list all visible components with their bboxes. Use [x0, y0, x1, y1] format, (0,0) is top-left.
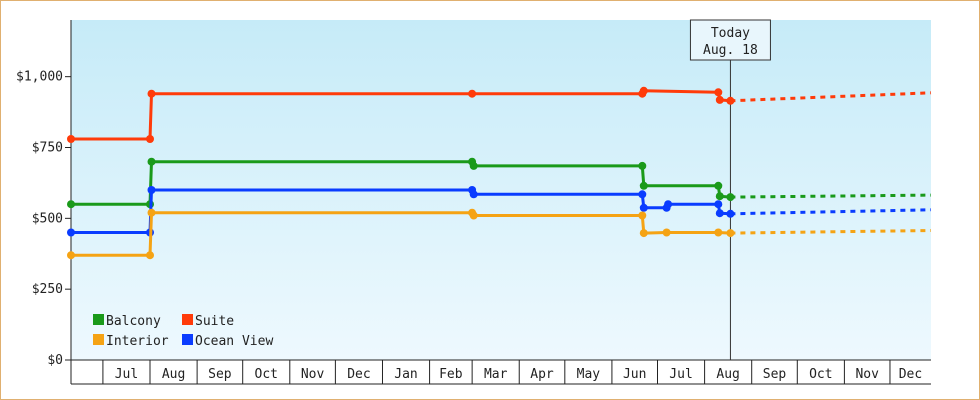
- x-tick-label: Mar: [484, 367, 508, 382]
- data-point-suite: [468, 89, 477, 98]
- x-tick-label: Oct: [809, 367, 832, 382]
- data-point-interior: [67, 251, 75, 260]
- legend-label-ocean-view: Ocean View: [195, 334, 273, 349]
- data-point-suite: [715, 95, 724, 104]
- data-point-interior: [638, 211, 647, 220]
- series-line-balcony: [71, 160, 731, 206]
- data-point-suite: [639, 86, 648, 95]
- legend-label-suite: Suite: [195, 314, 234, 329]
- series-group: [67, 86, 932, 260]
- data-point-interior: [146, 251, 154, 260]
- x-tick-label: Feb: [439, 367, 463, 382]
- axes-group: $0 $250 $500 $750 $1,000 Jul Aug Sep Oct Nov Dec Ja…: [16, 20, 931, 385]
- data-point-ocean-view: [715, 209, 724, 218]
- data-point-suite: [67, 135, 75, 143]
- y-tick-label: $500: [32, 211, 63, 226]
- x-tick-label: Dec: [899, 367, 922, 382]
- x-tick-label: Jan: [394, 367, 417, 382]
- data-point-balcony: [715, 192, 724, 201]
- data-point-interior: [147, 208, 156, 217]
- legend-label-interior: Interior: [106, 334, 169, 349]
- x-tick-label: Jul: [115, 367, 138, 382]
- legend: Balcony Suite Interior Ocean View: [93, 314, 273, 349]
- data-point-interior: [714, 228, 723, 237]
- data-point-balcony: [639, 181, 648, 190]
- x-tick-label: Jun: [623, 367, 646, 382]
- data-point-balcony: [714, 181, 723, 190]
- x-tick-label: Nov: [855, 367, 879, 382]
- x-tick-label: Aug: [716, 367, 739, 382]
- series-projection-ocean-view: [730, 208, 932, 216]
- today-date-label: Aug. 18: [703, 43, 758, 58]
- series-line-interior: [71, 211, 731, 257]
- data-point-ocean-view: [639, 203, 648, 212]
- y-tick-label: $250: [32, 282, 63, 297]
- x-tick-label: Oct: [255, 367, 278, 382]
- data-point-interior: [662, 228, 671, 237]
- data-point-interior: [726, 229, 735, 238]
- data-point-balcony: [147, 157, 156, 166]
- y-tick-label: $750: [32, 141, 63, 156]
- data-point-suite: [726, 96, 735, 105]
- x-tick-label: Sep: [208, 367, 232, 382]
- today-label: Today: [711, 26, 750, 41]
- data-point-interior: [469, 211, 478, 220]
- data-point-suite: [714, 88, 723, 97]
- legend-label-balcony: Balcony: [106, 314, 161, 329]
- data-point-ocean-view: [664, 200, 673, 209]
- today-box: [689, 19, 771, 61]
- y-tick-label: $1,000: [16, 70, 63, 85]
- data-point-suite: [147, 89, 156, 98]
- x-tick-label: Jul: [669, 367, 692, 382]
- x-tick-label: Nov: [301, 367, 325, 382]
- y-tick-label: $0: [47, 353, 63, 368]
- x-tick-label: Apr: [530, 367, 554, 382]
- data-point-balcony: [469, 161, 478, 170]
- data-point-balcony: [67, 200, 75, 209]
- data-point-ocean-view: [726, 209, 735, 218]
- data-point-balcony: [638, 161, 647, 170]
- data-point-interior: [639, 229, 648, 238]
- x-tick-label: Dec: [347, 367, 370, 382]
- data-point-suite: [146, 135, 154, 143]
- legend-swatch-interior: [93, 334, 104, 345]
- legend-swatch-ocean-view: [182, 334, 193, 345]
- series-projection-balcony: [730, 193, 932, 199]
- today-marker: Today Aug. 18: [689, 19, 771, 360]
- data-point-ocean-view: [714, 200, 723, 209]
- data-point-balcony: [726, 193, 735, 202]
- data-point-ocean-view: [67, 228, 75, 237]
- data-point-ocean-view: [638, 190, 647, 199]
- x-tick-label: Sep: [763, 367, 787, 382]
- data-point-ocean-view: [469, 190, 478, 199]
- series-projection-suite: [730, 91, 932, 103]
- legend-swatch-balcony: [93, 314, 104, 325]
- x-tick-label: May: [577, 367, 601, 382]
- legend-swatch-suite: [182, 314, 193, 325]
- x-tick-label: Aug: [162, 367, 185, 382]
- series-projection-interior: [730, 229, 932, 235]
- data-point-ocean-view: [147, 186, 156, 194]
